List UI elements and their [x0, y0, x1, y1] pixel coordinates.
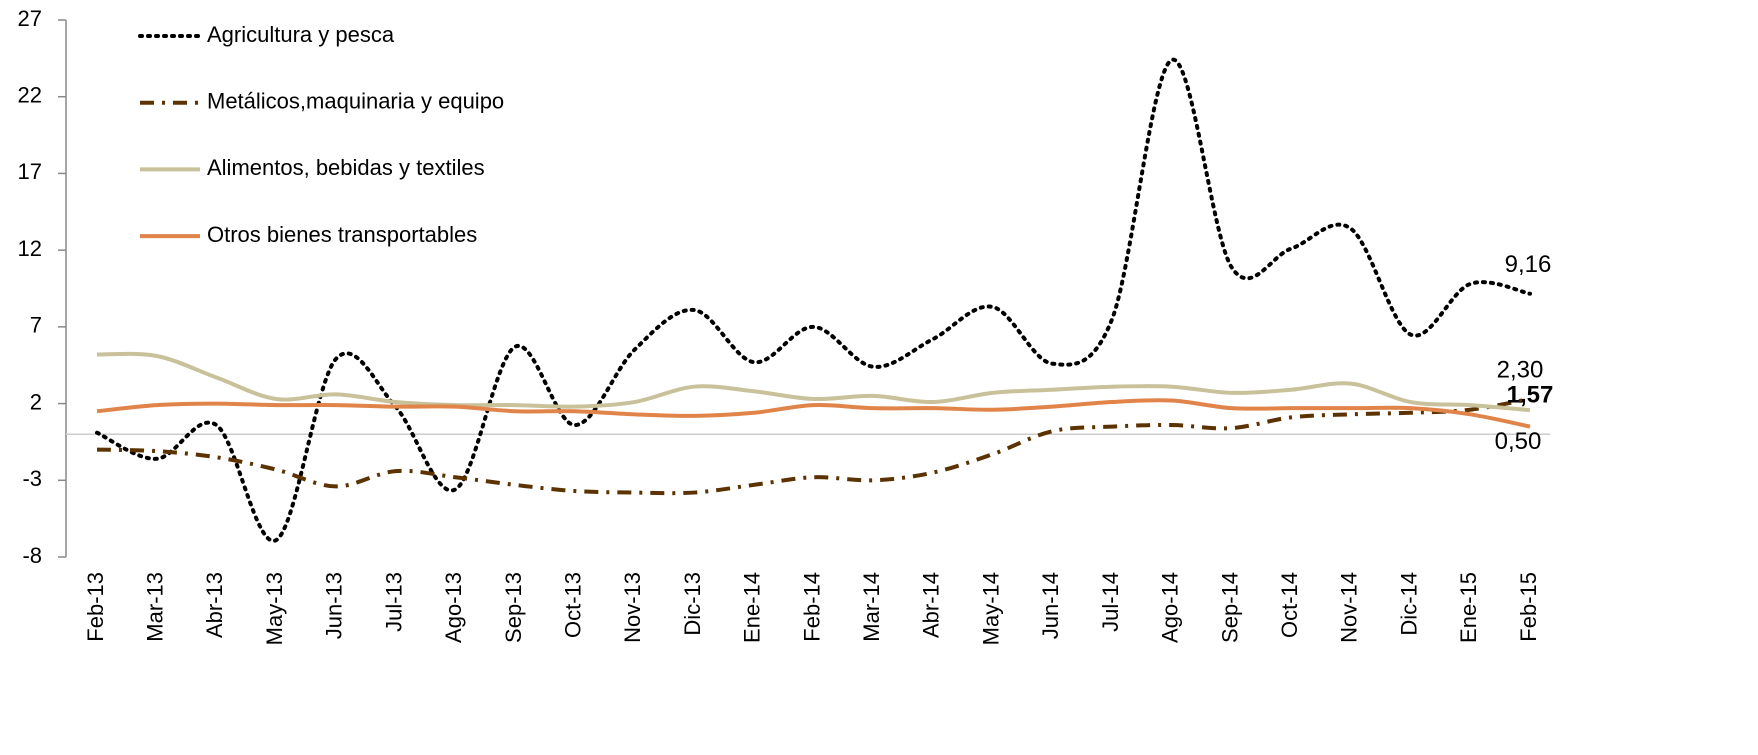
x-tick-label: Nov-13: [620, 572, 645, 643]
y-tick-label: 12: [18, 236, 42, 261]
value-label: 0,50: [1495, 428, 1542, 455]
x-tick-label: Oct-14: [1277, 572, 1302, 638]
series-line: [95, 57, 1532, 543]
y-tick-label: 17: [18, 159, 42, 184]
x-tick-label: Ago-13: [441, 572, 466, 643]
x-tick-label: Mar-14: [859, 572, 884, 642]
x-tick-label: Ago-14: [1158, 572, 1183, 643]
y-tick-label: 2: [30, 389, 42, 414]
x-tick-label: Abr-14: [919, 572, 944, 638]
x-tick-label: Dic-13: [680, 572, 705, 636]
value-label: 2,30: [1497, 356, 1544, 383]
y-tick-label: 7: [30, 313, 42, 338]
x-tick-label: Jul-13: [381, 572, 406, 632]
x-tick-label: Sep-14: [1217, 572, 1242, 643]
y-tick-label: 22: [18, 83, 42, 108]
x-tick-label: Nov-14: [1337, 572, 1362, 643]
y-tick-label: 27: [18, 6, 42, 31]
series-line: [96, 351, 1531, 413]
x-tick-label: Ene-14: [740, 572, 765, 643]
x-tick-label: Feb-14: [799, 572, 824, 642]
x-tick-label: Dic-14: [1396, 572, 1421, 636]
value-label: 9,16: [1505, 251, 1552, 278]
x-tick-label: Feb-15: [1516, 572, 1541, 642]
x-tick-label: Jun-13: [322, 572, 347, 639]
x-tick-label: Jun-14: [1038, 572, 1063, 639]
y-tick-label: -8: [22, 543, 42, 568]
x-tick-label: Oct-13: [560, 572, 585, 638]
x-tick-label: May-13: [262, 572, 287, 645]
series-line: [96, 397, 1531, 496]
x-tick-label: May-14: [978, 572, 1003, 645]
legend-label: Alimentos, bebidas y textiles: [207, 155, 485, 180]
value-label: 1,57: [1507, 382, 1554, 409]
series-line: [96, 398, 1531, 429]
x-tick-label: Feb-13: [83, 572, 108, 642]
legend-label: Metálicos,maquinaria y equipo: [207, 89, 504, 114]
x-tick-label: Ene-15: [1456, 572, 1481, 643]
legend-label: Otros bienes transportables: [207, 222, 477, 247]
y-tick-label: -3: [22, 466, 42, 491]
x-tick-label: Sep-13: [501, 572, 526, 643]
x-tick-label: Mar-13: [143, 572, 168, 642]
x-tick-label: Jul-14: [1098, 572, 1123, 632]
x-tick-label: Abr-13: [202, 572, 227, 638]
legend-label: Agricultura y pesca: [207, 22, 395, 47]
